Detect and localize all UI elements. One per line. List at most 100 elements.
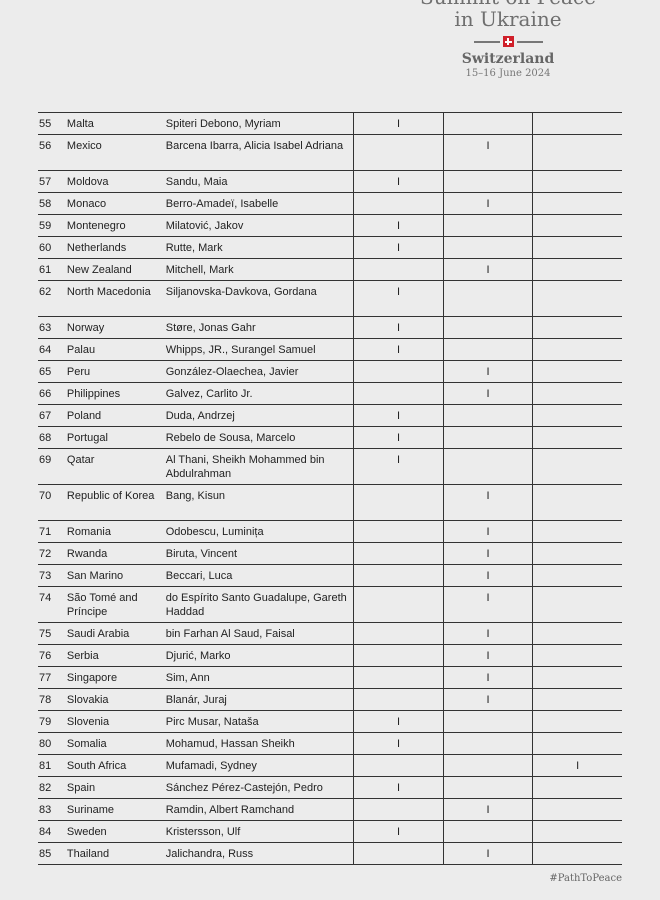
delegate-name: Beccari, Luca bbox=[165, 564, 354, 587]
table-row: 82 Spain Sánchez Pérez-Castejón, Pedro I bbox=[38, 776, 622, 799]
country-name: Saudi Arabia bbox=[66, 622, 166, 645]
participation-cell-2 bbox=[442, 426, 533, 449]
row-number: 75 bbox=[38, 622, 67, 645]
participation-mark: I bbox=[353, 448, 444, 485]
table-row: 77 Singapore Sim, Ann I bbox=[38, 666, 622, 689]
participation-cell-2 bbox=[442, 236, 533, 259]
row-number: 69 bbox=[38, 448, 67, 485]
participation-cell-3 bbox=[532, 820, 622, 843]
delegate-name: Spiteri Debono, Myriam bbox=[165, 112, 354, 135]
participation-cell-3 bbox=[532, 798, 622, 821]
row-number: 66 bbox=[38, 382, 67, 405]
table-row: 69 Qatar Al Thani, Sheikh Mohammed bin Abd… bbox=[38, 448, 622, 485]
country-name: San Marino bbox=[66, 564, 166, 587]
participation-cell-3 bbox=[532, 644, 622, 667]
participation-mark: I bbox=[353, 710, 444, 733]
participation-mark: I bbox=[353, 820, 444, 843]
table-row: 83 Suriname Ramdin, Albert Ramchand I bbox=[38, 798, 622, 821]
participation-mark: I bbox=[532, 754, 622, 777]
participation-cell-1 bbox=[353, 382, 444, 405]
table-row: 67 Poland Duda, Andrzej I bbox=[38, 404, 622, 427]
country-name: Suriname bbox=[66, 798, 166, 821]
participation-mark: I bbox=[442, 564, 533, 587]
table-row: 55 Malta Spiteri Debono, Myriam I bbox=[38, 112, 622, 135]
delegate-name: Sandu, Maia bbox=[165, 170, 354, 193]
participation-cell-3 bbox=[532, 776, 622, 799]
participation-cell-1 bbox=[353, 192, 444, 215]
country-name: Portugal bbox=[66, 426, 166, 449]
country-name: Serbia bbox=[66, 644, 166, 667]
table-row: 76 Serbia Djurić, Marko I bbox=[38, 644, 622, 667]
table-row: 63 Norway Støre, Jonas Gahr I bbox=[38, 316, 622, 339]
participation-cell-2 bbox=[442, 820, 533, 843]
row-number: 67 bbox=[38, 404, 67, 427]
participation-cell-3 bbox=[532, 236, 622, 259]
table-row: 60 Netherlands Rutte, Mark I bbox=[38, 236, 622, 259]
row-number: 57 bbox=[38, 170, 67, 193]
row-number: 77 bbox=[38, 666, 67, 689]
delegate-name: Al Thani, Sheikh Mohammed bin Abdulrahma… bbox=[165, 448, 354, 485]
country-name: Norway bbox=[66, 316, 166, 339]
table-row: 85 Thailand Jalichandra, Russ I bbox=[38, 842, 622, 865]
participation-cell-3 bbox=[532, 404, 622, 427]
delegate-name: Siljanovska-Davkova, Gordana bbox=[165, 280, 354, 317]
host-country: Switzerland bbox=[461, 51, 555, 67]
participation-cell-2 bbox=[442, 754, 533, 777]
table-row: 75 Saudi Arabia bin Farhan Al Saud, Faisal… bbox=[38, 622, 622, 645]
participation-mark: I bbox=[442, 258, 533, 281]
country-name: Palau bbox=[66, 338, 166, 361]
row-number: 73 bbox=[38, 564, 67, 587]
row-number: 64 bbox=[38, 338, 67, 361]
participation-cell-1 bbox=[353, 360, 444, 383]
table-row: 71 Romania Odobescu, Luminița I bbox=[38, 520, 622, 543]
delegate-name: Mitchell, Mark bbox=[165, 258, 354, 281]
table-row: 79 Slovenia Pirc Musar, Nataša I bbox=[38, 710, 622, 733]
table-row: 74 São Tomé and Príncipe do Espírito Santo… bbox=[38, 586, 622, 623]
country-name: South Africa bbox=[66, 754, 166, 777]
participation-mark: I bbox=[353, 732, 444, 755]
participation-mark: I bbox=[442, 666, 533, 689]
participation-cell-3 bbox=[532, 382, 622, 405]
table-row: 78 Slovakia Blanár, Juraj I bbox=[38, 688, 622, 711]
table-row: 64 Palau Whipps, JR., Surangel Samuel I bbox=[38, 338, 622, 361]
delegate-name: Biruta, Vincent bbox=[165, 542, 354, 565]
participation-cell-3 bbox=[532, 520, 622, 543]
participation-mark: I bbox=[353, 170, 444, 193]
country-name: North Macedonia bbox=[66, 280, 166, 317]
country-name: São Tomé and Príncipe bbox=[66, 586, 166, 623]
table-row: 57 Moldova Sandu, Maia I bbox=[38, 170, 622, 193]
country-name: Moldova bbox=[66, 170, 166, 193]
participation-cell-1 bbox=[353, 644, 444, 667]
row-number: 56 bbox=[38, 134, 67, 171]
participation-cell-3 bbox=[532, 170, 622, 193]
country-name: Slovenia bbox=[66, 710, 166, 733]
row-number: 71 bbox=[38, 520, 67, 543]
participation-cell-3 bbox=[532, 134, 622, 171]
country-name: Spain bbox=[66, 776, 166, 799]
country-name: Singapore bbox=[66, 666, 166, 689]
participation-cell-1 bbox=[353, 622, 444, 645]
participation-cell-3 bbox=[532, 258, 622, 281]
participation-cell-3 bbox=[532, 586, 622, 623]
delegate-name: do Espírito Santo Guadalupe, Gareth Hadd… bbox=[165, 586, 354, 623]
header-divider bbox=[408, 36, 608, 47]
summit-title-line2: in Ukraine bbox=[454, 7, 562, 31]
row-number: 78 bbox=[38, 688, 67, 711]
participation-mark: I bbox=[442, 586, 533, 623]
participation-mark: I bbox=[442, 798, 533, 821]
participation-mark: I bbox=[353, 404, 444, 427]
participation-cell-1 bbox=[353, 666, 444, 689]
country-name: Malta bbox=[66, 112, 166, 135]
participation-cell-3 bbox=[532, 316, 622, 339]
participation-cell-1 bbox=[353, 134, 444, 171]
summit-title-line1: Summit on Peace bbox=[408, 0, 608, 8]
table-row: 84 Sweden Kristersson, Ulf I bbox=[38, 820, 622, 843]
participation-cell-2 bbox=[442, 338, 533, 361]
country-name: Rwanda bbox=[66, 542, 166, 565]
participation-cell-3 bbox=[532, 688, 622, 711]
participation-cell-1 bbox=[353, 484, 444, 521]
participation-cell-1 bbox=[353, 586, 444, 623]
table-row: 61 New Zealand Mitchell, Mark I bbox=[38, 258, 622, 281]
participation-mark: I bbox=[442, 382, 533, 405]
participation-mark: I bbox=[353, 316, 444, 339]
